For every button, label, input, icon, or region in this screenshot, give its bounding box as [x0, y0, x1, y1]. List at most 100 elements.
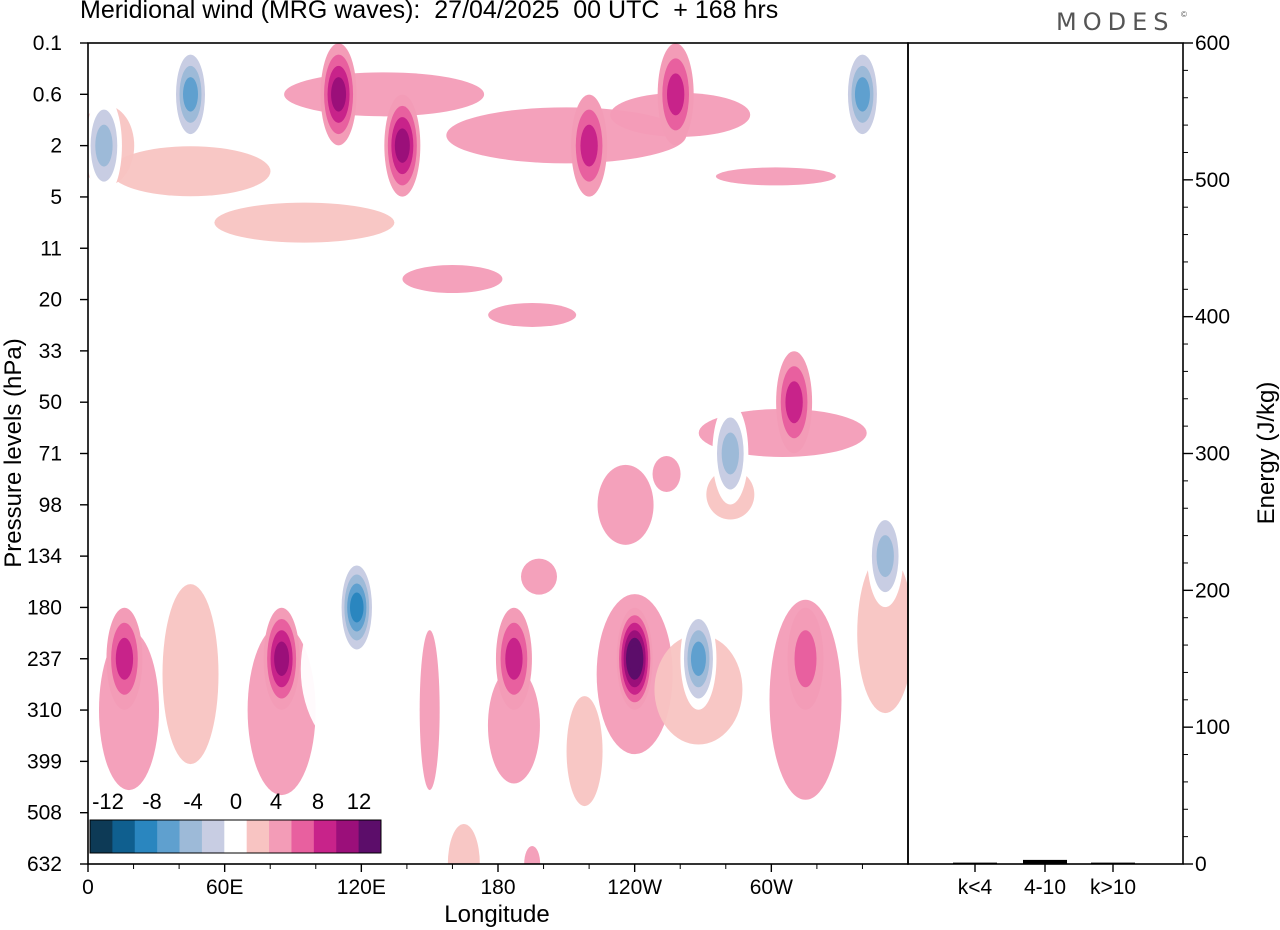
energy-bar: [1091, 862, 1135, 864]
modes-logo: MODES: [1056, 8, 1175, 36]
contour-core: [785, 381, 803, 424]
colorbar-label: -8: [142, 789, 162, 814]
y-tick-label: 134: [27, 545, 62, 568]
y-tick-label: 11: [40, 237, 62, 260]
energy-y-tick-label: 400: [1195, 306, 1230, 329]
x-tick-label: 120W: [607, 876, 662, 899]
energy-y-tick-label: 600: [1195, 32, 1230, 55]
contour-lobe: [214, 202, 395, 243]
contour-core: [667, 73, 685, 116]
colorbar-swatch: [157, 820, 181, 853]
y-tick-label: 180: [27, 596, 62, 619]
colorbar-label: 8: [312, 789, 324, 814]
x-tick-label: 0: [82, 876, 94, 899]
colorbar-swatch: [224, 820, 248, 853]
energy-bar: [953, 862, 997, 864]
contour-lobe: [110, 146, 271, 197]
colorbar-label: -4: [183, 789, 203, 814]
contour-core: [876, 535, 894, 578]
energy-bar: [1023, 859, 1067, 864]
contour-core: [854, 77, 870, 112]
colorbar-swatch: [358, 820, 382, 853]
contour-core: [628, 645, 642, 673]
y-tick-label: 399: [27, 750, 62, 773]
y-tick-label: 5: [50, 186, 62, 209]
colorbar-swatch: [112, 820, 136, 853]
colorbar-swatch: [246, 820, 270, 853]
contour-lobe: [447, 824, 480, 864]
y-tick-label: 237: [27, 648, 62, 671]
contour-lobe: [521, 558, 557, 595]
energy-panel-frame: [907, 42, 1184, 865]
contour-core: [505, 637, 523, 680]
energy-category-label: 4-10: [1024, 876, 1066, 899]
y-tick-label: 0.1: [33, 32, 62, 55]
y-tick-label: 98: [39, 494, 62, 517]
contour-lobe: [487, 667, 540, 784]
wind-contour-field: [88, 43, 908, 864]
colorbar-label: -12: [92, 789, 124, 814]
x-tick-label: 120E: [337, 876, 386, 899]
contour-core: [349, 592, 364, 623]
contour-lobe: [402, 265, 503, 294]
contour-lobe: [284, 72, 485, 117]
energy-y-tick-label: 300: [1195, 443, 1230, 466]
y-tick-label: 508: [27, 802, 62, 825]
y-tick-label: 0.6: [33, 83, 62, 106]
modes-logo-mark: ©: [1181, 10, 1187, 19]
x-axis-title: Longitude: [444, 901, 549, 928]
x-tick-label: 60E: [206, 876, 243, 899]
contour-lobe: [566, 696, 603, 807]
contour-lobe: [597, 464, 654, 545]
energy-y-tick-label: 500: [1195, 169, 1230, 192]
colorbar-swatch: [269, 820, 292, 853]
y-tick-label: 310: [27, 699, 62, 722]
contour-core: [394, 128, 410, 163]
colorbar-swatch: [179, 820, 203, 853]
y-tick-label: 2: [50, 135, 62, 158]
contour-lobe: [162, 584, 219, 765]
energy-y-tick-label: 0: [1195, 853, 1207, 876]
contour-lobe: [488, 302, 577, 327]
energy-y-tick-label: 100: [1195, 716, 1230, 739]
contour-core: [721, 432, 739, 475]
energy-category-label: k<4: [958, 876, 993, 899]
contour-lobe: [652, 456, 681, 493]
contour-core: [794, 630, 817, 688]
colorbar-frame: [89, 819, 382, 854]
contour-lobe: [419, 630, 440, 791]
contour-core: [274, 641, 290, 676]
contour-lobe: [524, 846, 541, 864]
x-tick-label: 180: [480, 876, 515, 899]
colorbar-swatch: [134, 820, 158, 853]
contour-lobe: [300, 584, 413, 755]
y-tick-label: 71: [39, 443, 62, 466]
y-tick-label: 33: [39, 340, 62, 363]
colorbar-swatch: [313, 820, 337, 853]
y-tick-label: 20: [39, 289, 62, 312]
colorbar-label: 0: [230, 789, 242, 814]
y-axis-title: Pressure levels (hPa): [0, 338, 27, 567]
colorbar-label: 4: [270, 789, 282, 814]
contour-core: [690, 641, 706, 676]
colorbar-swatch: [291, 820, 315, 853]
energy-category-label: k>10: [1090, 876, 1136, 899]
colorbar-label: 12: [347, 789, 371, 814]
contour-core: [580, 124, 598, 167]
y-tick-label: 50: [39, 391, 62, 414]
contour-core: [95, 124, 113, 167]
x-tick-label: 60W: [750, 876, 793, 899]
colorbar-swatch: [90, 820, 113, 853]
colorbar: -12 -8 -4 0 4 8 12: [89, 789, 382, 854]
y-tick-label: 632: [27, 853, 62, 876]
contour-lobe: [715, 167, 836, 186]
contour-core: [115, 637, 134, 680]
colorbar-swatch: [336, 820, 360, 853]
chart-title: Meridional wind (MRG waves): 27/04/2025 …: [80, 0, 779, 24]
energy-axis-title: Energy (J/kg): [1253, 382, 1280, 525]
contour-core: [331, 77, 347, 112]
contour-core: [183, 77, 198, 112]
energy-y-tick-label: 200: [1195, 579, 1230, 602]
colorbar-swatch: [201, 820, 225, 853]
